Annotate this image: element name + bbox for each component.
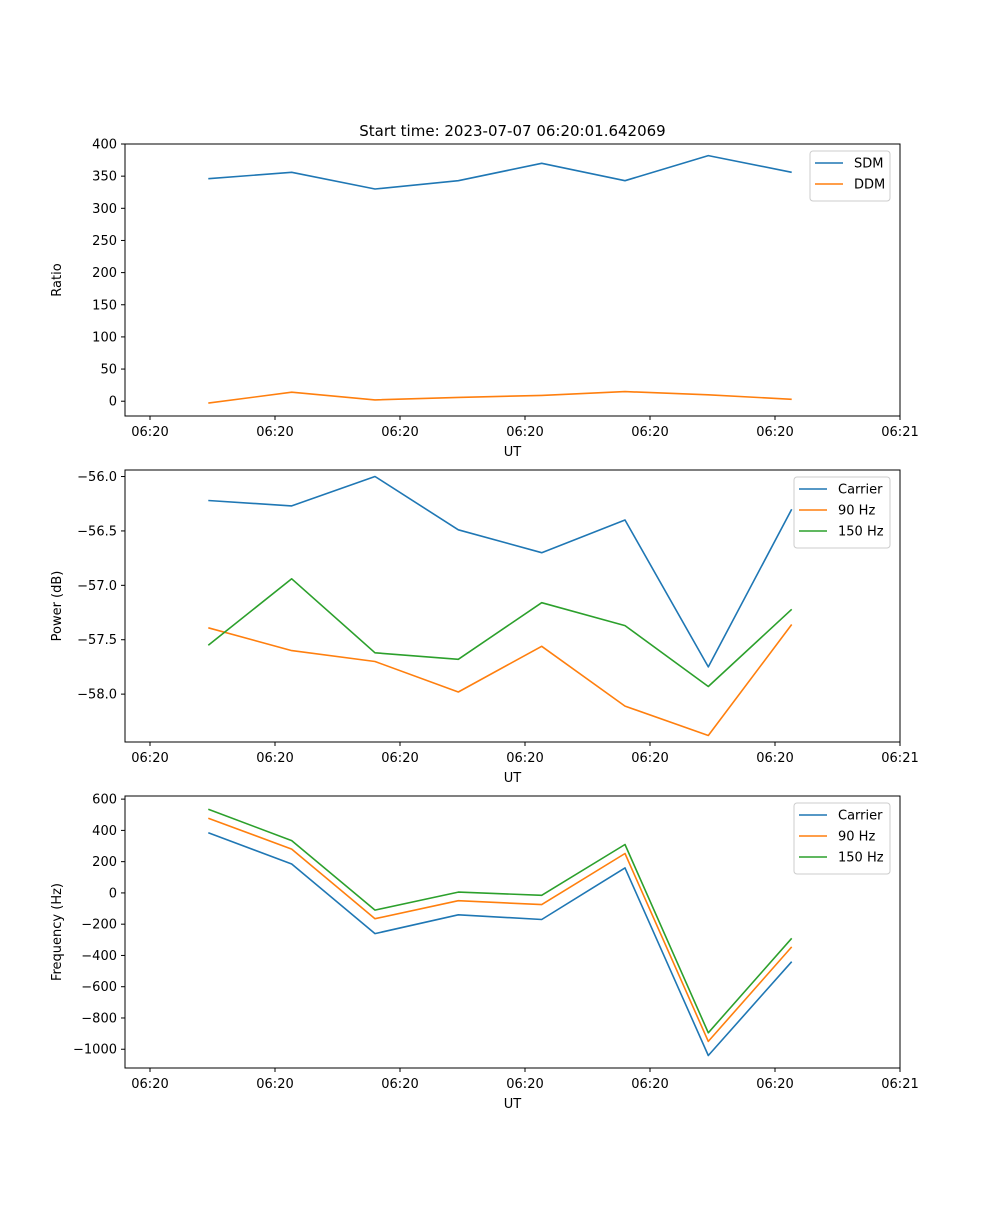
x-tick-label: 06:20	[256, 425, 293, 440]
x-tick-label: 06:21	[881, 1077, 918, 1092]
legend-label: Carrier	[838, 483, 883, 498]
y-tick-label: −1000	[73, 1043, 117, 1058]
y-tick-label: 150	[92, 298, 117, 313]
y-tick-label: 50	[100, 363, 117, 378]
series-line-90-hz	[208, 817, 793, 1043]
x-tick-label: 06:20	[381, 425, 418, 440]
x-tick-label: 06:20	[131, 425, 168, 440]
legend-label: 150 Hz	[838, 851, 884, 866]
y-tick-label: 0	[109, 395, 117, 410]
y-tick-label: −600	[81, 980, 117, 995]
series-line-carrier	[208, 475, 793, 668]
chart-panel-3: 600 400 200 0 −200 −400 −600 −800 −1000 06:20 06:2…	[50, 793, 919, 1112]
legend-label: 90 Hz	[838, 830, 875, 845]
series-line-150-hz	[207, 577, 793, 688]
y-tick-label: 300	[92, 202, 117, 217]
y-tick-label: 400	[92, 138, 117, 153]
x-tick-label: 06:20	[756, 1077, 793, 1092]
chart-title: Start time: 2023-07-07 06:20:01.642069	[359, 122, 665, 140]
y-tick-label: −200	[81, 918, 117, 933]
legend: SDM DDM	[809, 150, 891, 202]
y-tick-label: 350	[92, 170, 117, 185]
y-tick-label: −58.0	[77, 688, 117, 703]
y-tick-label: −400	[81, 949, 117, 964]
x-axis-label: UT	[504, 771, 522, 786]
x-tick-label: 06:20	[506, 1077, 543, 1092]
x-tick-label: 06:20	[381, 1077, 418, 1092]
x-tick-label: 06:20	[506, 425, 543, 440]
y-tick-label: 400	[92, 824, 117, 839]
legend: Carrier 90 Hz 150 Hz	[793, 802, 891, 875]
y-tick-label: −800	[81, 1011, 117, 1026]
axes-frame	[124, 143, 901, 417]
chart-panel-1: Start time: 2023-07-07 06:20:01.642069 0 5…	[50, 122, 919, 460]
y-axis-label: Frequency (Hz)	[50, 883, 65, 981]
series-line-90-hz	[208, 624, 793, 737]
series-line-carrier	[208, 831, 793, 1057]
x-tick-label: 06:20	[756, 425, 793, 440]
x-tick-label: 06:20	[256, 751, 293, 766]
x-tick-label: 06:20	[131, 1077, 168, 1092]
legend-label: 150 Hz	[838, 525, 884, 540]
x-tick-label: 06:20	[506, 751, 543, 766]
series-line-150-hz	[208, 808, 793, 1034]
x-tick-label: 06:20	[131, 751, 168, 766]
x-tick-label: 06:20	[631, 751, 668, 766]
y-tick-label: −57.5	[77, 633, 117, 648]
x-tick-label: 06:20	[631, 1077, 668, 1092]
y-tick-label: −57.0	[77, 579, 117, 594]
x-tick-label: 06:21	[881, 425, 918, 440]
legend-label: DDM	[854, 178, 885, 193]
y-tick-label: 600	[92, 793, 117, 808]
chart-panel-2: −56.0 −56.5 −57.0 −57.5 −58.0 06:20 06:20 06:20…	[50, 469, 919, 786]
y-tick-label: 0	[109, 886, 117, 901]
x-tick-label: 06:20	[631, 425, 668, 440]
series-line-ddm	[208, 390, 792, 404]
y-axis-label: Ratio	[50, 263, 65, 296]
x-tick-label: 06:21	[881, 751, 918, 766]
y-tick-label: 200	[92, 266, 117, 281]
legend-label: 90 Hz	[838, 504, 875, 519]
x-tick-label: 06:20	[381, 751, 418, 766]
y-axis-label: Power (dB)	[50, 571, 65, 642]
y-tick-label: −56.0	[77, 470, 117, 485]
legend-label: Carrier	[838, 809, 883, 824]
series-line-sdm	[208, 154, 792, 190]
axes-frame	[124, 795, 901, 1069]
x-tick-label: 06:20	[256, 1077, 293, 1092]
legend: Carrier 90 Hz 150 Hz	[793, 476, 891, 549]
legend-label: SDM	[854, 157, 883, 172]
x-tick-label: 06:20	[756, 751, 793, 766]
x-axis-label: UT	[504, 1097, 522, 1112]
y-tick-label: −56.5	[77, 524, 117, 539]
y-tick-label: 250	[92, 234, 117, 249]
x-axis-label: UT	[504, 445, 522, 460]
axes-frame	[124, 469, 901, 743]
y-tick-label: 200	[92, 855, 117, 870]
y-tick-label: 100	[92, 330, 117, 345]
